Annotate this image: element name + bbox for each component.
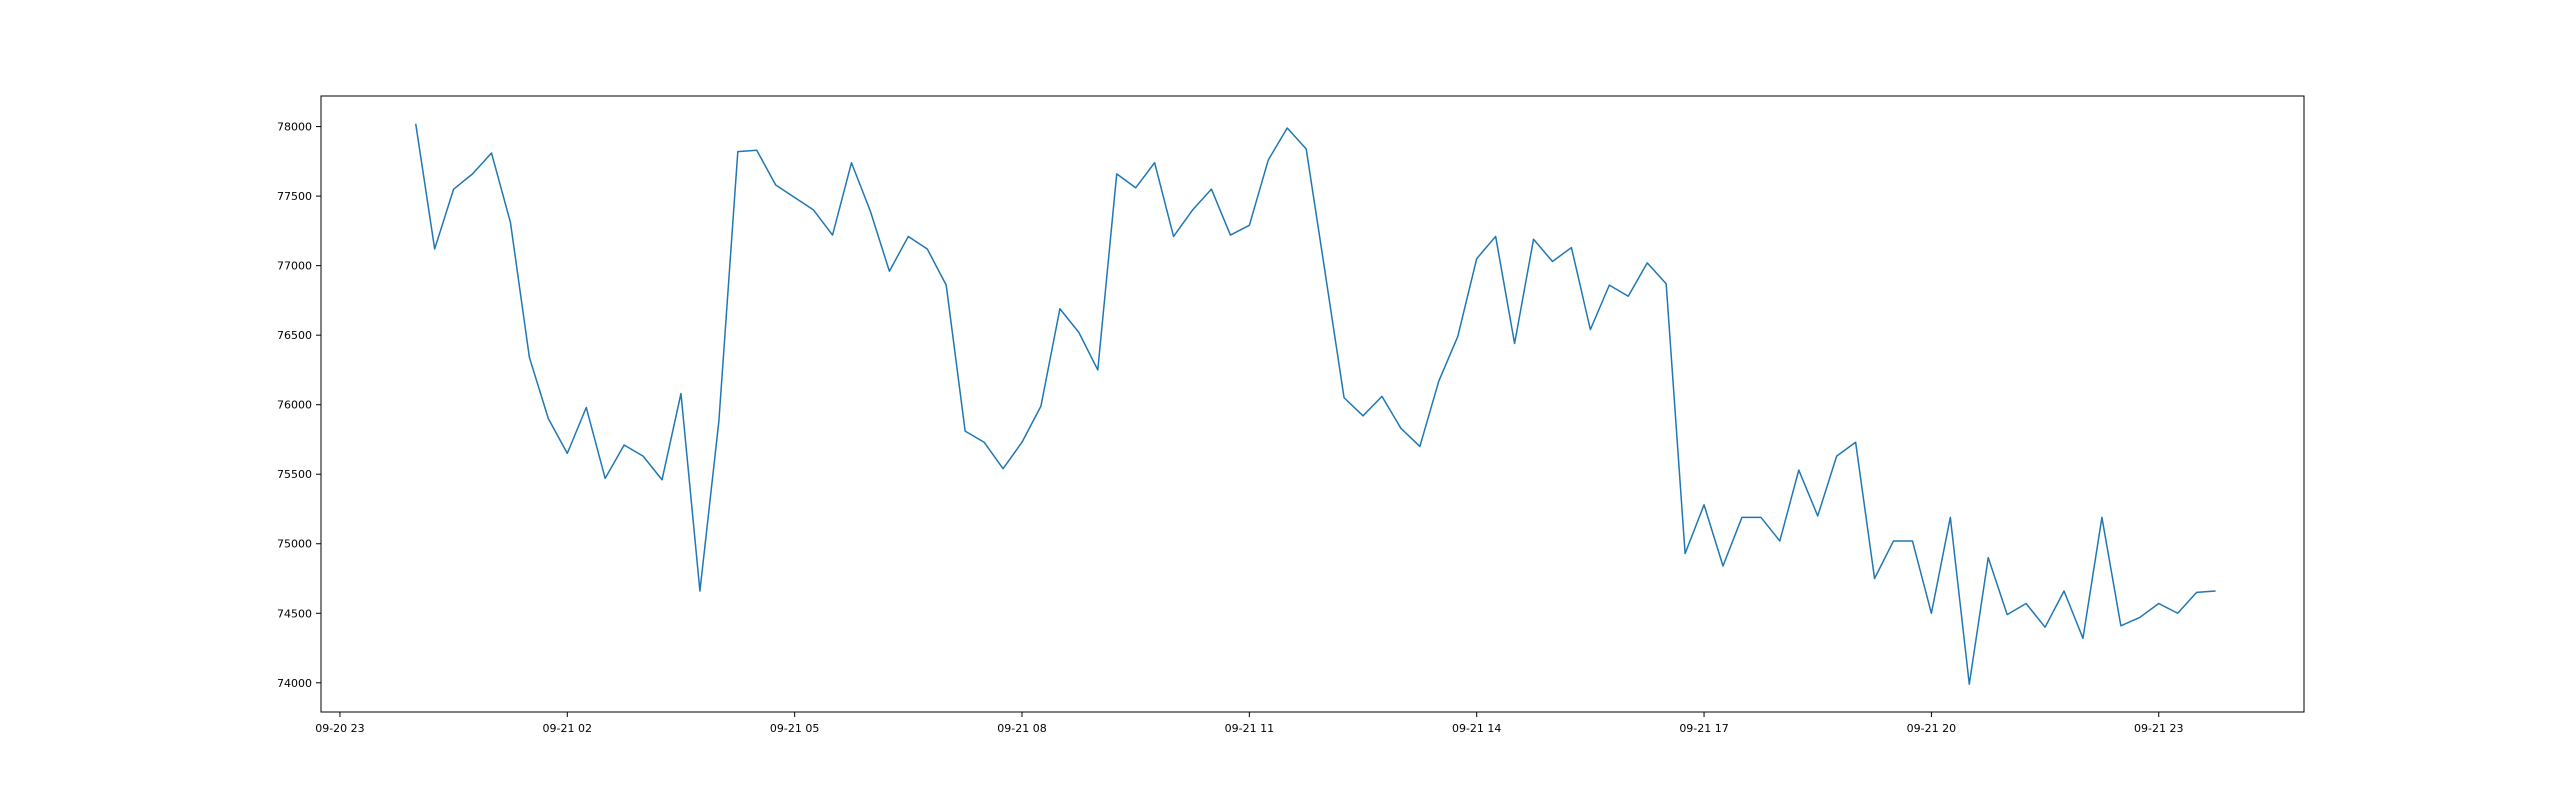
x-tick-label: 09-21 20 bbox=[1907, 722, 1956, 735]
y-tick-label: 75500 bbox=[277, 468, 312, 481]
x-tick-label: 09-21 23 bbox=[2134, 722, 2183, 735]
x-tick-label: 09-21 11 bbox=[1225, 722, 1274, 735]
plot-frame bbox=[320, 95, 2305, 713]
y-tick-label: 75000 bbox=[277, 538, 312, 551]
series-line bbox=[414, 123, 2216, 685]
y-tick-label: 77500 bbox=[277, 190, 312, 203]
x-tick-label: 09-20 23 bbox=[315, 722, 364, 735]
y-axis-ticks: 74000 74500 75000 75500 76000 76500 77000 77500… bbox=[277, 121, 321, 690]
x-tick-label: 09-21 14 bbox=[1452, 722, 1501, 735]
x-tick-label: 09-21 08 bbox=[997, 722, 1046, 735]
y-tick-label: 78000 bbox=[277, 121, 312, 134]
y-tick-label: 74500 bbox=[277, 607, 312, 620]
y-tick-label: 77000 bbox=[277, 260, 312, 273]
x-tick-label: 09-21 02 bbox=[543, 722, 592, 735]
x-tick-label: 09-21 17 bbox=[1679, 722, 1728, 735]
y-tick-label: 74000 bbox=[277, 677, 312, 690]
x-tick-label: 09-21 05 bbox=[770, 722, 819, 735]
y-tick-label: 76500 bbox=[277, 329, 312, 342]
y-tick-label: 76000 bbox=[277, 399, 312, 412]
x-axis-ticks: 09-20 23 09-21 02 09-21 05 09-21 08 09-21 11… bbox=[315, 712, 2183, 735]
